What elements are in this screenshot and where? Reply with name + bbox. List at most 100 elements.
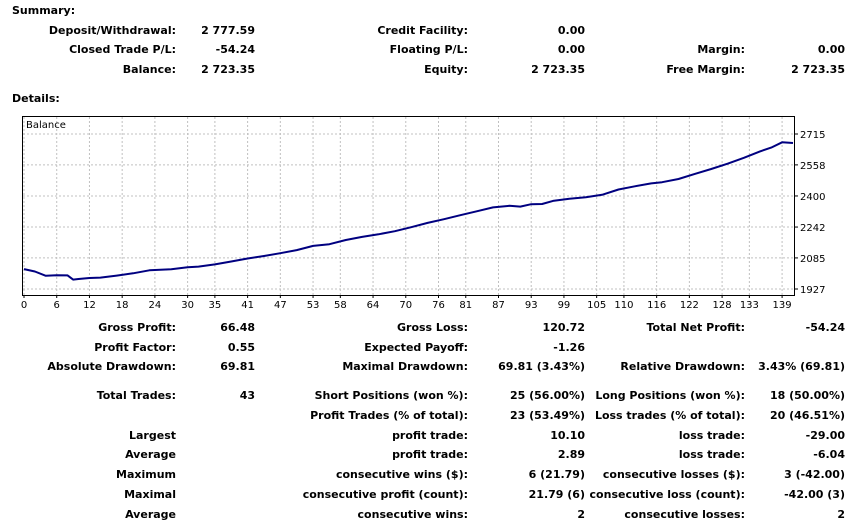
x-tick-label: 87 bbox=[492, 300, 505, 311]
gross-loss-value: 120.72 bbox=[542, 321, 585, 334]
balance-chart: Balance bbox=[22, 116, 795, 296]
y-tick-label: 1927 bbox=[800, 285, 825, 296]
margin-label: Margin: bbox=[697, 43, 745, 56]
y-tick-label: 2085 bbox=[800, 254, 825, 265]
total-trades-label: Total Trades: bbox=[96, 389, 176, 402]
x-tick-label: 18 bbox=[116, 300, 129, 311]
balance-series-line bbox=[23, 141, 794, 281]
relative-drawdown-value: 3.43% (69.81) bbox=[758, 360, 845, 373]
x-tick-label: 128 bbox=[713, 300, 732, 311]
credit-facility-value: 0.00 bbox=[557, 24, 585, 37]
margin-value: 0.00 bbox=[817, 43, 845, 56]
max-consecutive-wins-label: consecutive wins ($): bbox=[335, 468, 468, 481]
profit-factor-value: 0.55 bbox=[227, 341, 255, 354]
equity-label: Equity: bbox=[424, 63, 468, 76]
maximal-drawdown-value: 69.81 (3.43%) bbox=[498, 360, 585, 373]
x-tick-label: 99 bbox=[558, 300, 571, 311]
x-tick-label: 81 bbox=[459, 300, 472, 311]
total-trades-value: 43 bbox=[239, 389, 255, 402]
maximum-label: Maximum bbox=[116, 468, 176, 481]
avg-consecutive-losses-label: consecutive losses: bbox=[624, 508, 745, 521]
balance-chart-plot: Balance bbox=[23, 117, 794, 295]
floating-pl-label: Floating P/L: bbox=[389, 43, 468, 56]
deposit-label: Deposit/Withdrawal: bbox=[48, 24, 176, 37]
chart-title: Balance bbox=[26, 120, 66, 131]
balance-value: 2 723.35 bbox=[201, 63, 255, 76]
x-tick-label: 93 bbox=[525, 300, 538, 311]
gross-profit-label: Gross Profit: bbox=[98, 321, 176, 334]
closed-trade-value: -54.24 bbox=[215, 43, 255, 56]
y-tick-label: 2242 bbox=[800, 223, 825, 234]
largest-loss-trade-label: loss trade: bbox=[678, 429, 745, 442]
x-tick-label: 47 bbox=[274, 300, 287, 311]
x-tick-label: 35 bbox=[209, 300, 222, 311]
x-tick-label: 76 bbox=[432, 300, 445, 311]
x-tick-label: 139 bbox=[773, 300, 792, 311]
long-positions-value: 18 (50.00%) bbox=[769, 389, 845, 402]
max-consecutive-losses-label: consecutive losses ($): bbox=[602, 468, 745, 481]
maximal-label: Maximal bbox=[124, 488, 176, 501]
x-tick-label: 105 bbox=[587, 300, 606, 311]
avg-consecutive-wins-value: 2 bbox=[577, 508, 585, 521]
average-loss-trade-value: -6.04 bbox=[813, 448, 845, 461]
largest-label: Largest bbox=[129, 429, 176, 442]
long-positions-label: Long Positions (won %): bbox=[595, 389, 745, 402]
maximal-drawdown-label: Maximal Drawdown: bbox=[342, 360, 468, 373]
deposit-value: 2 777.59 bbox=[201, 24, 255, 37]
x-tick-label: 0 bbox=[21, 300, 27, 311]
average-loss-trade-label: loss trade: bbox=[678, 448, 745, 461]
average-profit-trade-value: 2.89 bbox=[557, 448, 585, 461]
x-tick-label: 24 bbox=[149, 300, 162, 311]
profit-trades-value: 23 (53.49%) bbox=[509, 409, 585, 422]
short-positions-value: 25 (56.00%) bbox=[509, 389, 585, 402]
relative-drawdown-label: Relative Drawdown: bbox=[620, 360, 745, 373]
closed-trade-label: Closed Trade P/L: bbox=[69, 43, 176, 56]
maximal-consecutive-profit-value: 21.79 (6) bbox=[528, 488, 585, 501]
largest-profit-trade-value: 10.10 bbox=[550, 429, 585, 442]
gross-loss-label: Gross Loss: bbox=[397, 321, 468, 334]
y-tick-label: 2715 bbox=[800, 130, 825, 141]
max-consecutive-losses-value: 3 (-42.00) bbox=[784, 468, 845, 481]
x-tick-label: 122 bbox=[680, 300, 699, 311]
absolute-drawdown-label: Absolute Drawdown: bbox=[47, 360, 176, 373]
y-tick-label: 2558 bbox=[800, 161, 825, 172]
maximal-consecutive-loss-value: -42.00 (3) bbox=[784, 488, 845, 501]
avg-consecutive-wins-label: consecutive wins: bbox=[357, 508, 468, 521]
credit-facility-label: Credit Facility: bbox=[377, 24, 468, 37]
x-tick-label: 41 bbox=[241, 300, 254, 311]
x-tick-label: 6 bbox=[54, 300, 60, 311]
average-label: Average bbox=[125, 448, 176, 461]
equity-value: 2 723.35 bbox=[531, 63, 585, 76]
gross-profit-value: 66.48 bbox=[220, 321, 255, 334]
x-tick-label: 116 bbox=[647, 300, 666, 311]
profit-trades-label: Profit Trades (% of total): bbox=[310, 409, 468, 422]
loss-trades-label: Loss trades (% of total): bbox=[594, 409, 745, 422]
x-tick-label: 110 bbox=[614, 300, 633, 311]
x-tick-label: 30 bbox=[181, 300, 194, 311]
x-tick-label: 53 bbox=[307, 300, 320, 311]
maximal-consecutive-loss-label: consecutive loss (count): bbox=[589, 488, 745, 501]
short-positions-label: Short Positions (won %): bbox=[314, 389, 468, 402]
profit-factor-label: Profit Factor: bbox=[94, 341, 176, 354]
balance-label: Balance: bbox=[122, 63, 176, 76]
max-consecutive-wins-value: 6 (21.79) bbox=[528, 468, 585, 481]
free-margin-label: Free Margin: bbox=[666, 63, 745, 76]
largest-profit-trade-label: profit trade: bbox=[392, 429, 468, 442]
x-tick-label: 133 bbox=[740, 300, 759, 311]
summary-heading: Summary: bbox=[12, 4, 76, 17]
x-tick-label: 64 bbox=[367, 300, 380, 311]
expected-payoff-value: -1.26 bbox=[553, 341, 585, 354]
x-tick-label: 58 bbox=[334, 300, 347, 311]
free-margin-value: 2 723.35 bbox=[791, 63, 845, 76]
details-heading: Details: bbox=[12, 92, 60, 105]
x-tick-label: 70 bbox=[399, 300, 412, 311]
average-consecutive-label: Average bbox=[125, 508, 176, 521]
avg-consecutive-losses-value: 2 bbox=[837, 508, 845, 521]
total-net-profit-value: -54.24 bbox=[805, 321, 845, 334]
average-profit-trade-label: profit trade: bbox=[392, 448, 468, 461]
loss-trades-value: 20 (46.51%) bbox=[769, 409, 845, 422]
total-net-profit-label: Total Net Profit: bbox=[646, 321, 746, 334]
floating-pl-value: 0.00 bbox=[557, 43, 585, 56]
largest-loss-trade-value: -29.00 bbox=[805, 429, 845, 442]
x-tick-label: 12 bbox=[83, 300, 96, 311]
